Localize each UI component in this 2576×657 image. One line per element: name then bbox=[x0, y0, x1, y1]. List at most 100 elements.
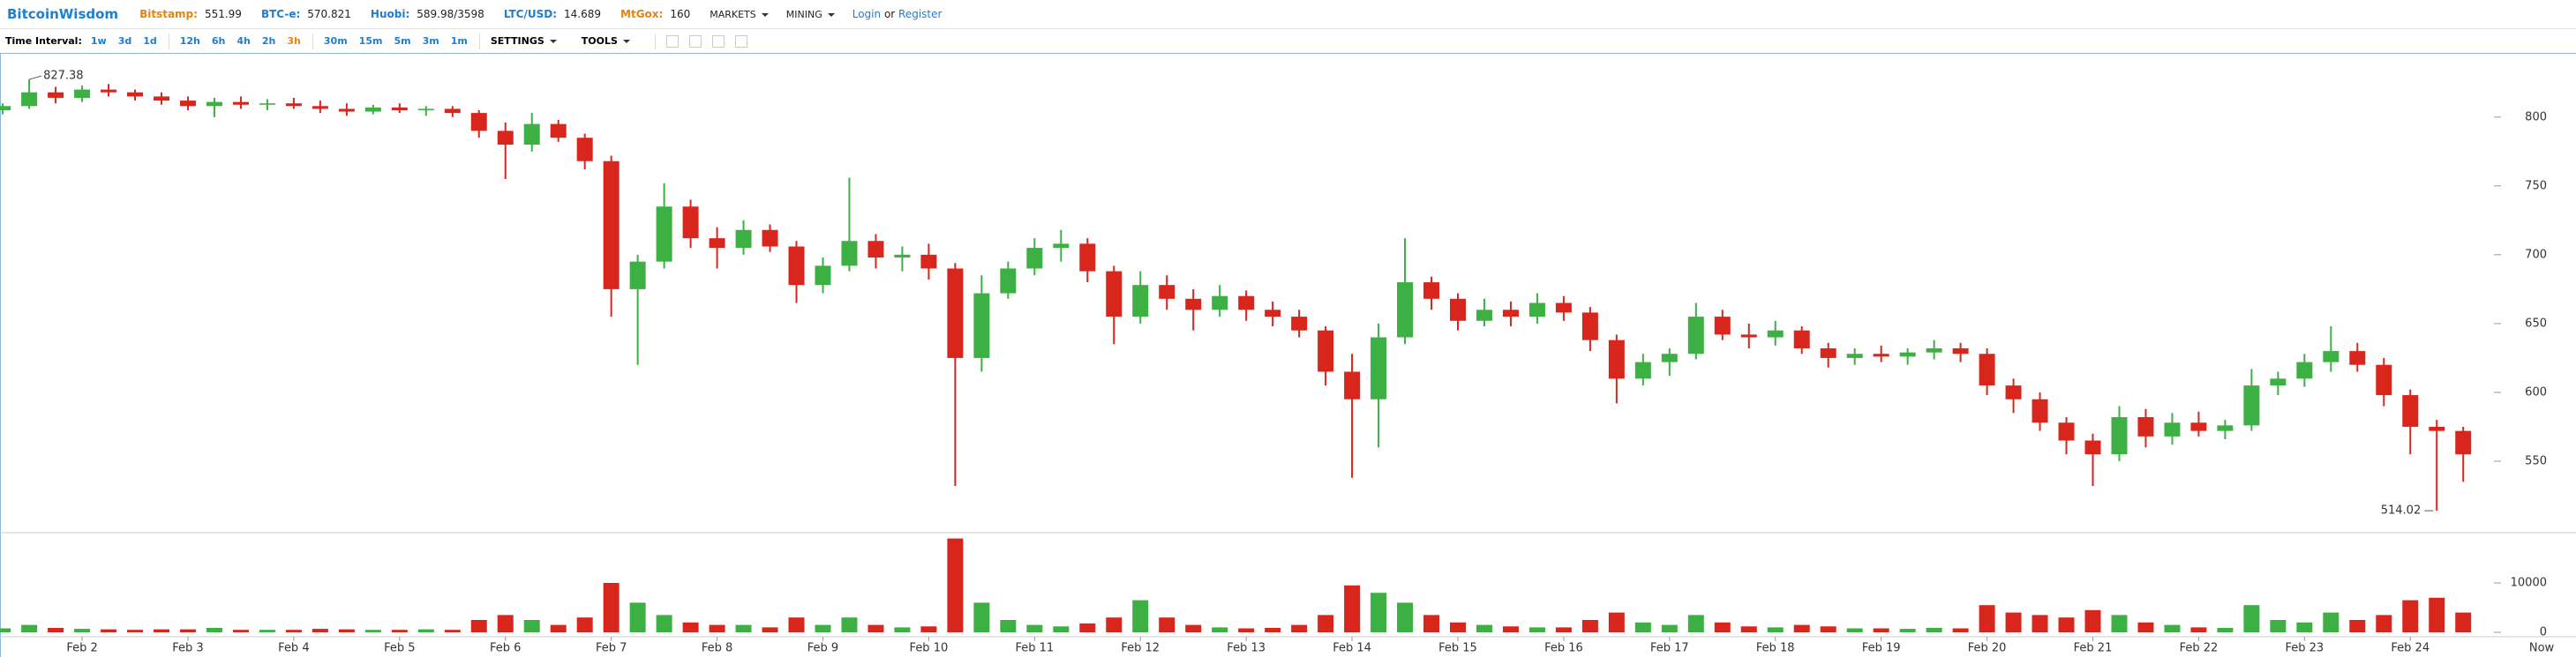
volume-bar bbox=[1581, 620, 1598, 632]
tool-button[interactable] bbox=[711, 34, 725, 48]
candle-body bbox=[338, 108, 355, 112]
volume-bar bbox=[0, 628, 11, 632]
volume-bar bbox=[2429, 597, 2445, 632]
candle-body bbox=[815, 265, 831, 286]
volume-bar bbox=[815, 624, 831, 632]
interval-button[interactable]: 1m bbox=[450, 35, 468, 47]
interval-button[interactable]: 6h bbox=[211, 35, 226, 47]
candle-body bbox=[1159, 285, 1175, 299]
volume-bar bbox=[709, 624, 725, 632]
candle-body bbox=[1714, 317, 1731, 335]
tool-button[interactable] bbox=[734, 34, 747, 48]
candle-body bbox=[179, 101, 196, 107]
x-tick-label: Feb 9 bbox=[807, 642, 838, 655]
x-tick-label: Feb 2 bbox=[66, 642, 97, 655]
volume-bar bbox=[1397, 602, 1414, 632]
ticker-price: 589.98/3598 bbox=[417, 8, 484, 20]
register-link[interactable]: Register bbox=[898, 8, 943, 20]
candle-body bbox=[2376, 364, 2392, 396]
x-tick-label: Feb 21 bbox=[2074, 642, 2113, 655]
volume-bar bbox=[364, 630, 381, 632]
candle-body bbox=[2190, 422, 2207, 431]
interval-button[interactable]: 1d bbox=[143, 35, 157, 47]
tool-button[interactable] bbox=[688, 34, 702, 48]
candle-body bbox=[1687, 317, 1704, 355]
volume-bar bbox=[2296, 622, 2313, 632]
separator bbox=[312, 33, 313, 49]
candle-body bbox=[74, 89, 91, 98]
volume-bar bbox=[444, 630, 461, 632]
login-link[interactable]: Login bbox=[852, 8, 882, 20]
volume-bar bbox=[1000, 620, 1017, 632]
interval-button[interactable]: 3d bbox=[117, 35, 132, 47]
menu[interactable]: MINING bbox=[786, 9, 835, 20]
tools-menu[interactable]: TOOLS bbox=[582, 35, 630, 47]
volume-bar bbox=[1926, 627, 1942, 632]
volume-bar bbox=[1344, 585, 1361, 632]
candle-body bbox=[154, 96, 169, 101]
interval-button[interactable]: 3h bbox=[287, 35, 301, 47]
volume-bar bbox=[21, 624, 38, 632]
volume-bar bbox=[1291, 624, 1308, 632]
candle-body bbox=[232, 101, 249, 105]
interval-button[interactable]: 3m bbox=[422, 35, 439, 47]
volume-bar bbox=[206, 627, 222, 632]
candle-body bbox=[1873, 354, 1889, 357]
candle-body bbox=[1344, 371, 1361, 399]
volume-bar bbox=[1502, 626, 1519, 632]
x-tick-label: Feb 14 bbox=[1333, 642, 1371, 655]
volume-bar bbox=[1106, 617, 1123, 632]
candle-body bbox=[1053, 243, 1070, 249]
volume-bar bbox=[2270, 620, 2287, 632]
volume-bar bbox=[973, 602, 990, 632]
interval-button[interactable]: 30m bbox=[323, 35, 348, 47]
x-tick-label: Feb 23 bbox=[2285, 642, 2324, 655]
ticker: Bitstamp: 551.99 bbox=[139, 8, 242, 20]
candle-body bbox=[841, 241, 858, 266]
volume-bar bbox=[1371, 593, 1387, 632]
settings-menu[interactable]: SETTINGS bbox=[491, 35, 557, 47]
ticker-name: BTC-e: bbox=[260, 8, 301, 20]
candle-body bbox=[391, 107, 408, 110]
menu[interactable]: MARKETS bbox=[710, 9, 769, 20]
candle-body bbox=[285, 103, 302, 107]
candle-body bbox=[1291, 317, 1308, 331]
volume-bar bbox=[682, 622, 699, 632]
candle-body bbox=[1555, 302, 1572, 313]
tool-button[interactable] bbox=[665, 34, 679, 48]
interval-button[interactable]: 5m bbox=[394, 35, 411, 47]
candle-body bbox=[1450, 298, 1466, 321]
candle-body bbox=[1820, 347, 1836, 358]
candle-body bbox=[2164, 422, 2181, 437]
y-tick-label: 750 bbox=[2525, 179, 2547, 192]
brand[interactable]: BitcoinWisdom bbox=[7, 6, 119, 22]
volume-bar bbox=[1661, 624, 1678, 632]
candle-body bbox=[1740, 334, 1757, 338]
candle-body bbox=[1793, 330, 1810, 348]
interval-button[interactable]: 12h bbox=[179, 35, 200, 47]
interval-button[interactable]: 4h bbox=[237, 35, 251, 47]
candle-body bbox=[682, 206, 699, 239]
interval-button[interactable]: 2h bbox=[261, 35, 276, 47]
interval-button[interactable]: 1w bbox=[90, 35, 107, 47]
candle-body bbox=[656, 206, 672, 262]
intervals: 1w 3d 1d 12h 6h 4h 2h 3h 30m 15m 5m 3m 1m bbox=[90, 33, 479, 49]
candle-body bbox=[444, 108, 461, 114]
volume-bar bbox=[894, 627, 911, 632]
volume-bar bbox=[2137, 622, 2154, 632]
volume-tick-label: 10000 bbox=[2511, 577, 2547, 590]
y-tick-label: 700 bbox=[2525, 248, 2547, 261]
candle-body bbox=[1106, 271, 1123, 317]
volume-bar bbox=[154, 629, 169, 632]
volume-bar bbox=[1767, 627, 1784, 632]
interval-button[interactable]: 15m bbox=[358, 35, 383, 47]
candle-body bbox=[2005, 385, 2022, 399]
candle-body bbox=[523, 123, 540, 146]
x-tick-label: Feb 17 bbox=[1650, 642, 1689, 655]
candle-body bbox=[2032, 399, 2048, 423]
candle-body bbox=[1423, 282, 1440, 299]
ticker: BTC-e: 570.821 bbox=[261, 8, 351, 20]
high-marker bbox=[28, 75, 42, 80]
y-tick-label: 600 bbox=[2525, 385, 2547, 399]
